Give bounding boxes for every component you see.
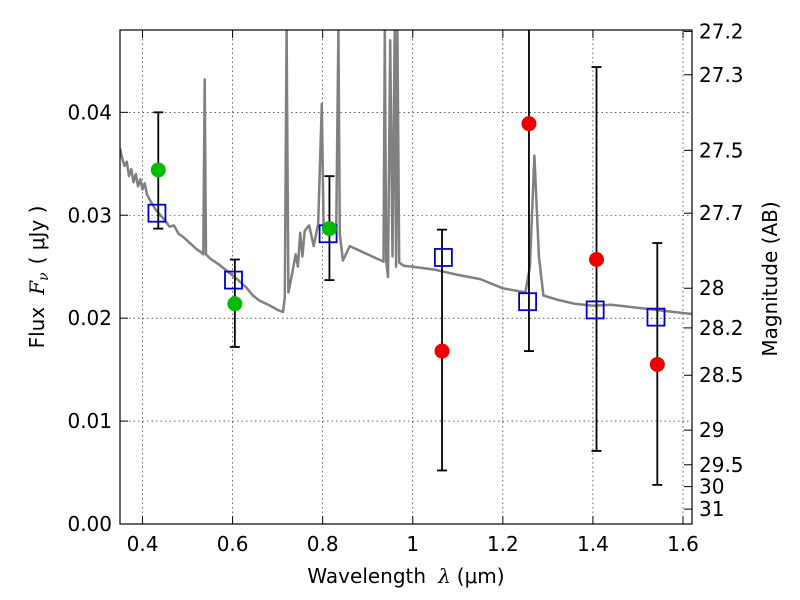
y-tick-label: 0.00: [67, 512, 112, 536]
red-data-point: [589, 252, 605, 268]
y-axis-label: Flux Fν ( μJy ): [25, 206, 52, 349]
x-axis-label: Wavelength λ (μm): [307, 564, 504, 588]
model-square-marker: [433, 248, 453, 267]
x-axis-label-symbol: λ: [437, 564, 451, 588]
mag-tick-label: 27.3: [699, 63, 744, 87]
y-tick-label: 0.04: [67, 100, 112, 124]
red-data-point: [434, 343, 450, 359]
model-spectrum-layer: [120, 30, 692, 316]
x-tick-label: 0.4: [127, 532, 159, 556]
y-tick-label: 0.01: [67, 409, 112, 433]
mag-tick-label: 29.5: [699, 453, 744, 477]
model-square-marker: [646, 307, 666, 327]
y-axis-label-unit: ( μJy ): [25, 206, 49, 265]
x-tick-label: 1.2: [487, 532, 519, 556]
green-data-point: [227, 296, 243, 312]
green-data-point: [150, 162, 166, 178]
x-axis-label-unit: (μm): [457, 564, 505, 588]
model-spectrum-line: [120, 30, 692, 316]
mag-tick-label: 30: [699, 475, 724, 499]
x-axis-label-prefix: Wavelength: [307, 564, 426, 588]
mag-tick-label: 27.2: [699, 19, 744, 43]
model-square-marker: [585, 300, 605, 320]
y-axis-label-subscript: ν: [36, 272, 52, 281]
green-data-point: [321, 221, 337, 237]
y-axis-label-prefix: Flux: [25, 307, 49, 349]
mag-tick-label: 28.2: [699, 316, 744, 340]
model-square-marker: [224, 270, 243, 290]
mag-tick-label: 31: [699, 497, 724, 521]
x-tick-label: 1: [406, 532, 419, 556]
x-tick-label: 0.6: [217, 532, 249, 556]
x-tick-label: 0.8: [307, 532, 339, 556]
x-tick-label: 1.6: [667, 532, 699, 556]
y2-axis-label: Magnitude (AB): [758, 201, 782, 356]
model-square-marker: [147, 203, 167, 223]
ticks-layer: 0.4 0.6 0.8 1 1.2 1.4 1.6 0.00 0.01 0.02 0.03 0.04 2…: [67, 19, 743, 556]
y-tick-label: 0.02: [67, 306, 112, 330]
markers-layer: [147, 116, 666, 372]
y-axis-label-symbol: F: [25, 280, 49, 296]
model-square-marker: [518, 292, 538, 312]
mag-tick-label: 28.5: [699, 363, 744, 387]
mag-tick-label: 29: [699, 418, 724, 442]
red-data-point: [649, 356, 665, 372]
mag-tick-label: 28: [699, 276, 724, 300]
y-tick-label: 0.03: [67, 203, 112, 227]
mag-tick-label: 27.7: [699, 201, 744, 225]
plot-frame: [119, 29, 693, 525]
error-bars-layer: [153, 30, 663, 486]
x-tick-label: 1.4: [577, 532, 609, 556]
red-data-point: [521, 116, 537, 132]
mag-tick-label: 27.5: [699, 138, 744, 162]
